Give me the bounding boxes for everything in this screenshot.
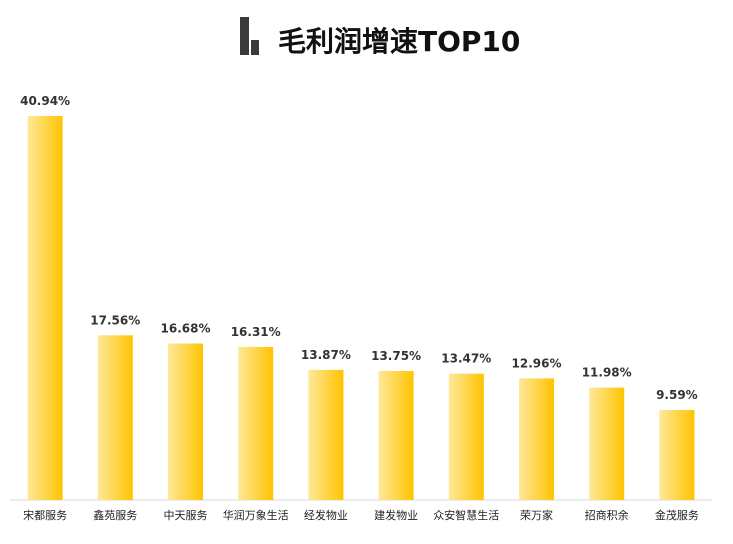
value-label-1: 40.94% xyxy=(20,94,70,108)
bar-1 xyxy=(27,116,63,500)
chart-title: 毛利润增速TOP10 xyxy=(278,25,520,58)
value-label-3: 16.68% xyxy=(161,322,211,336)
value-label-4: 16.31% xyxy=(231,325,281,339)
category-label-5: 经发物业 xyxy=(304,508,348,522)
category-label-7: 众安智慧生活 xyxy=(433,508,499,522)
bars-group xyxy=(27,116,695,500)
bar-8 xyxy=(519,378,554,500)
category-label-10: 金茂服务 xyxy=(655,508,699,522)
category-label-6: 建发物业 xyxy=(374,508,418,522)
bar-7 xyxy=(448,373,484,500)
bar-2 xyxy=(97,335,133,500)
value-label-7: 13.47% xyxy=(441,352,491,366)
value-label-10: 9.59% xyxy=(656,388,698,402)
bar-9 xyxy=(589,387,625,500)
bar-3 xyxy=(168,343,203,500)
category-label-2: 鑫苑服务 xyxy=(93,508,137,522)
title-icon xyxy=(240,17,259,55)
category-label-3: 中天服务 xyxy=(164,509,208,522)
value-label-8: 12.96% xyxy=(512,356,562,370)
value-labels-group: 40.94% 17.56% 16.68% 16.31% 13.87% 13.75% 13.4… xyxy=(20,94,698,402)
value-label-5: 13.87% xyxy=(301,348,351,362)
bar-6 xyxy=(378,371,414,500)
category-labels-group: 宋都服务 鑫苑服务 中天服务 华润万象生活 经发物业 建发物业 众安智慧生活 荣万家 招商积余 金… xyxy=(23,508,699,522)
value-label-9: 11.98% xyxy=(582,366,632,380)
category-label-4: 华润万象生活 xyxy=(223,508,289,522)
category-label-1: 宋都服务 xyxy=(23,508,67,522)
category-label-8: 荣万家 xyxy=(520,508,553,522)
bar-5 xyxy=(308,369,344,500)
value-label-2: 17.56% xyxy=(90,313,140,327)
category-label-9: 招商积余 xyxy=(585,508,629,522)
value-label-6: 13.75% xyxy=(371,349,421,363)
bar-10 xyxy=(659,410,695,500)
bar-4 xyxy=(238,347,274,500)
